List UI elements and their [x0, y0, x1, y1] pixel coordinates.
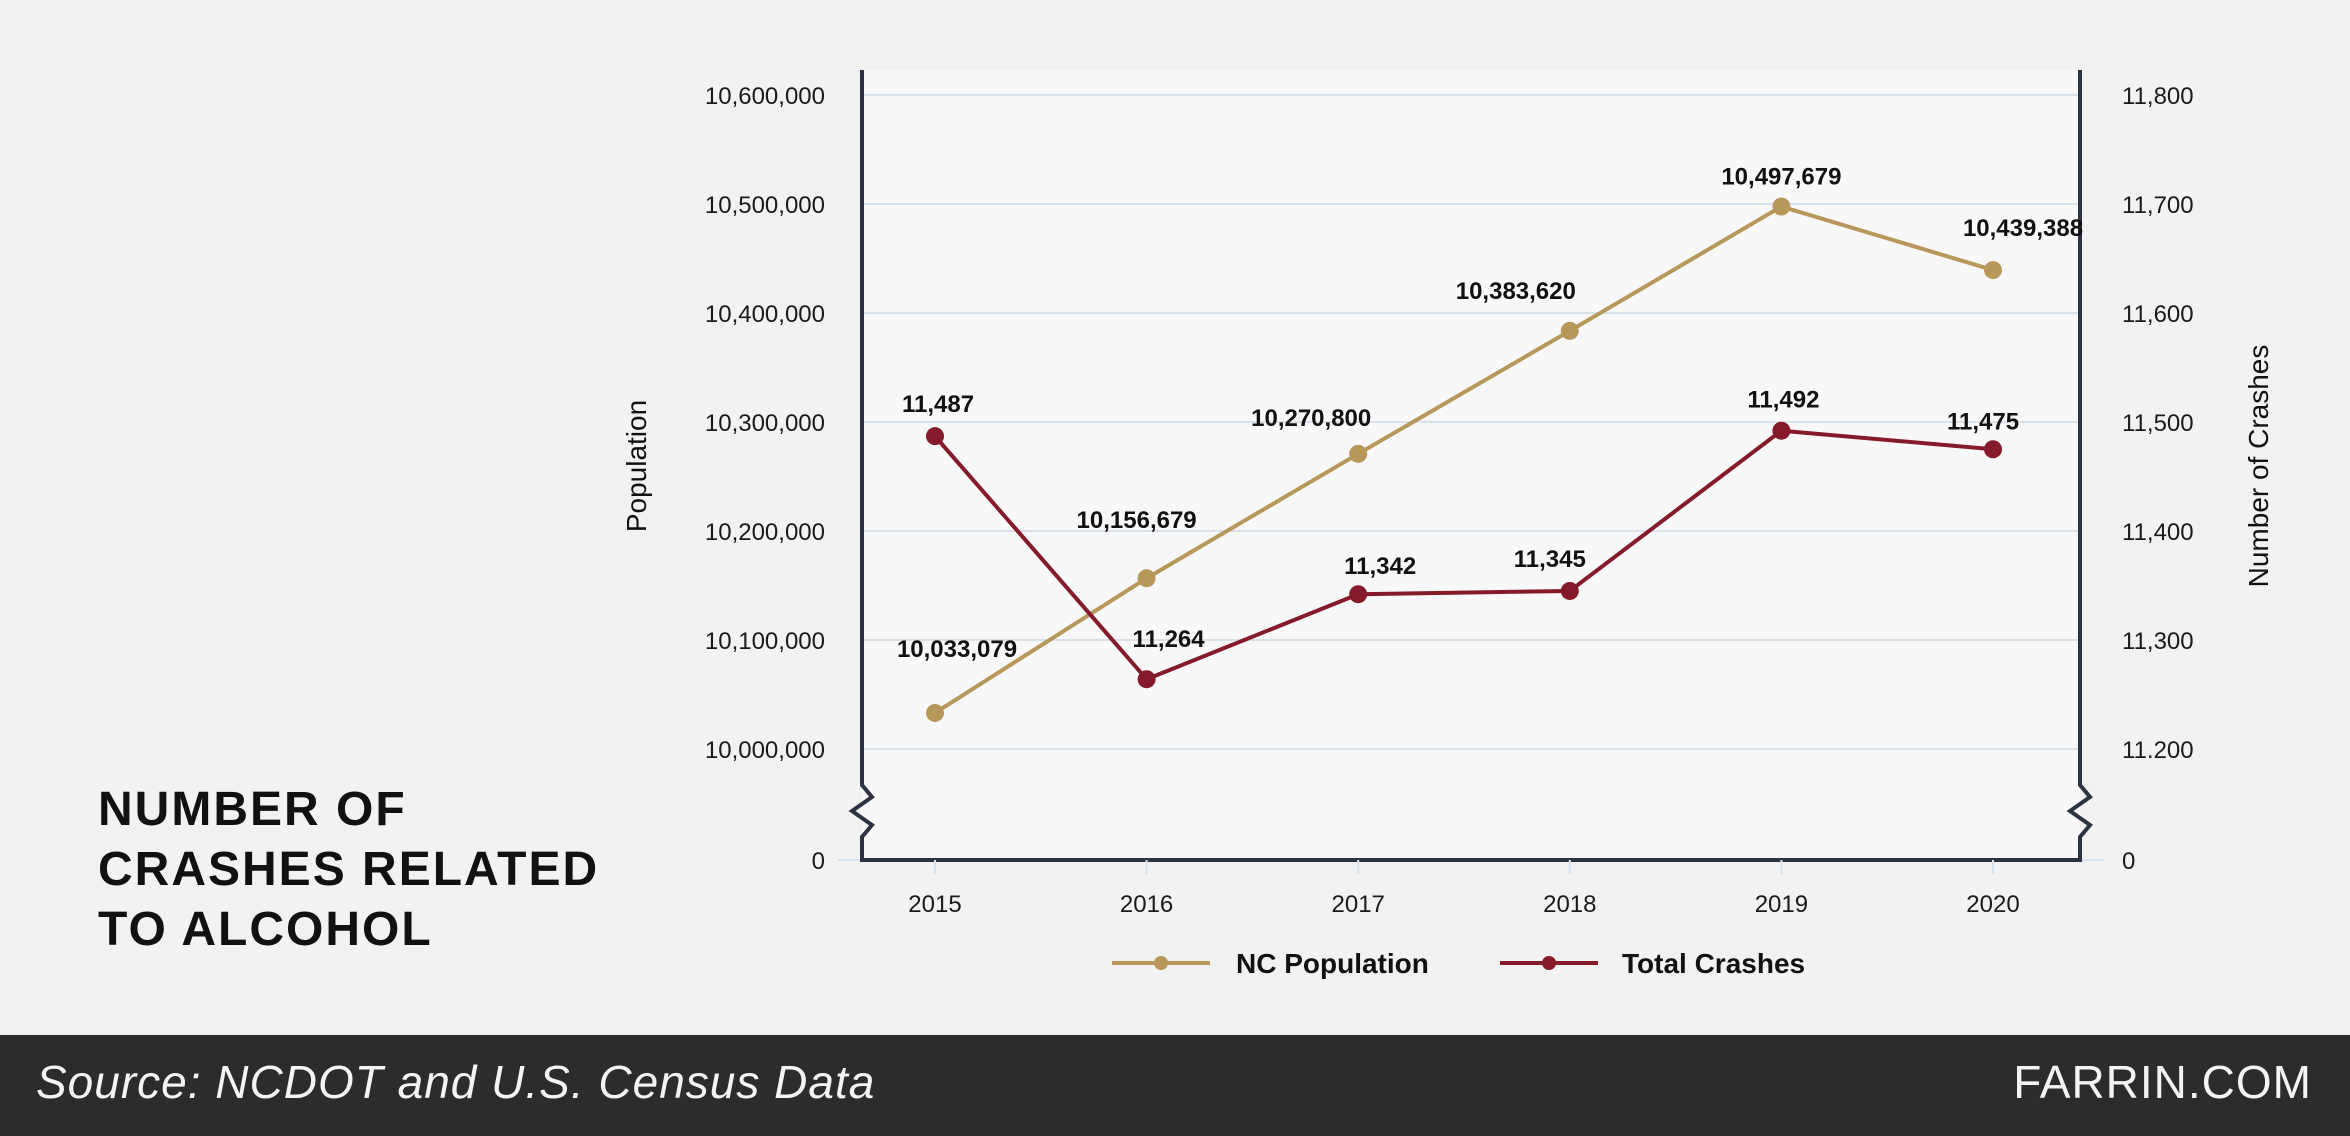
y-left-axis-line	[848, 70, 875, 860]
heading-line-3: TO ALCOHOL	[98, 903, 433, 956]
y-right-tick-label: 11.200	[2122, 737, 2194, 764]
data-point-crashes	[1560, 581, 1579, 600]
data-point-population	[1349, 444, 1368, 463]
plot-area	[862, 70, 2080, 860]
y-right-tick-label: 11,700	[2122, 192, 2194, 219]
y-left-tick-label: 10,400,000	[705, 301, 825, 328]
y-right-zero-label: 0	[2122, 848, 2135, 875]
data-point-crashes	[1349, 585, 1368, 604]
data-point-crashes	[1137, 670, 1156, 689]
data-label-crashes: 11,345	[1514, 546, 1586, 573]
y-right-axis-title: Number of Crashes	[2243, 345, 2274, 588]
data-label-population: 10,033,079	[897, 636, 1017, 663]
data-point-population	[926, 703, 944, 722]
y-right-tick-label: 11,600	[2122, 301, 2194, 328]
data-label-population: 10,270,800	[1251, 405, 1371, 432]
data-point-population	[1137, 569, 1156, 588]
data-label-crashes: 11,487	[902, 391, 974, 418]
y-right-tick-label: 11,500	[2122, 410, 2194, 437]
data-label-population: 10,383,620	[1456, 278, 1576, 305]
y-right-tick-label: 11,300	[2122, 628, 2194, 655]
heading-line-1: NUMBER OF	[98, 783, 407, 836]
x-tick-label: 2018	[1543, 891, 1596, 918]
chart: 10,000,000 11.200 10,100,000 11,300 10,200,0…	[621, 70, 2274, 979]
x-tick-label: 2020	[1966, 891, 2019, 918]
y-left-tick-label: 10,600,000	[705, 83, 825, 110]
source-text: Source: NCDOT and U.S. Census Data	[36, 1056, 876, 1108]
legend-label-population: NC Population	[1236, 948, 1429, 979]
y-left-axis-title: Population	[621, 400, 652, 532]
heading-line-2: CRASHES RELATED	[98, 843, 600, 896]
y-right-tick-label: 11,800	[2122, 83, 2194, 110]
legend-marker	[1542, 956, 1556, 970]
data-point-population	[1984, 261, 2002, 280]
y-left-tick-label: 10,200,000	[705, 519, 825, 546]
x-tick-label: 2015	[908, 891, 961, 918]
data-label-population: 10,497,679	[1721, 164, 1841, 191]
data-point-crashes	[1772, 421, 1791, 440]
data-point-population	[1560, 321, 1579, 340]
y-left-tick-label: 10,300,000	[705, 410, 825, 437]
legend-label-crashes: Total Crashes	[1622, 948, 1805, 979]
series-line-crashes	[933, 428, 1994, 682]
data-point-crashes	[926, 427, 944, 446]
y-right-tick-label: 11,400	[2122, 519, 2194, 546]
footer-bar: Source: NCDOT and U.S. Census Data FARRI…	[0, 1035, 2350, 1136]
series-line-population	[933, 204, 1994, 715]
y-left-zero-label: 0	[812, 848, 825, 875]
data-label-population: 10,439,388	[1963, 215, 2083, 242]
x-tick-label: 2016	[1120, 891, 1173, 918]
brand-text: FARRIN.COM	[2013, 1056, 2312, 1108]
data-point-population	[1772, 197, 1791, 216]
x-tick-label: 2017	[1332, 891, 1385, 918]
legend-marker	[1154, 956, 1168, 970]
y-right-axis-line	[2066, 70, 2093, 860]
data-label-crashes: 11,475	[1947, 408, 2019, 435]
x-tick-label: 2019	[1755, 891, 1808, 918]
y-left-tick-label: 10,000,000	[705, 737, 825, 764]
y-left-tick-label: 10,500,000	[705, 192, 825, 219]
data-label-crashes: 11,492	[1747, 387, 1819, 414]
chart-heading: NUMBER OF CRASHES RELATED TO ALCOHOL	[98, 780, 599, 960]
data-label-crashes: 11,342	[1344, 553, 1416, 580]
data-label-crashes: 11,264	[1133, 626, 1206, 653]
data-label-population: 10,156,679	[1077, 507, 1197, 534]
data-point-crashes	[1984, 440, 2002, 459]
y-left-tick-label: 10,100,000	[705, 628, 825, 655]
